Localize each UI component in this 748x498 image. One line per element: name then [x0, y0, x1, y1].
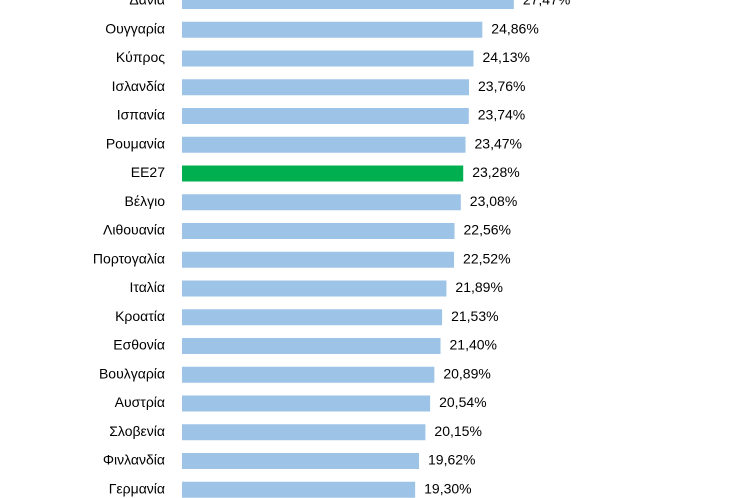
category-label: Ουγγαρία: [105, 20, 165, 36]
value-label: 24,86%: [491, 20, 538, 36]
bar: [182, 395, 431, 412]
category-label: ΕΕ27: [131, 164, 165, 180]
category-label: Ρουμανία: [106, 135, 165, 151]
bar: [182, 50, 474, 67]
category-label: Κύπρος: [116, 49, 165, 65]
category-label: Δανία: [129, 0, 165, 8]
value-label: 19,62%: [428, 452, 475, 468]
category-label: Ισλανδία: [112, 78, 165, 94]
category-label: Ισπανία: [117, 107, 165, 123]
value-label: 23,08%: [470, 193, 517, 209]
value-label: 21,89%: [455, 279, 502, 295]
category-label: Γερμανία: [109, 480, 165, 496]
bar: [182, 223, 455, 239]
value-label: 21,40%: [450, 337, 497, 353]
value-label: 23,28%: [472, 164, 519, 180]
bar: [182, 194, 461, 211]
value-label: 21,53%: [451, 308, 498, 324]
category-label: Ιταλία: [129, 279, 165, 295]
bar: [182, 453, 420, 469]
value-label: 19,30%: [424, 480, 471, 496]
bar: [182, 251, 455, 268]
category-label: Εσθονία: [113, 337, 165, 353]
bar: [182, 366, 435, 383]
bar: [182, 338, 441, 354]
category-label: Κροατία: [115, 308, 165, 324]
bar: [182, 0, 514, 9]
bar: [182, 165, 464, 182]
category-label: Βέλγιο: [125, 193, 166, 209]
value-label: 23,74%: [478, 107, 525, 123]
category-label: Σλοβενία: [109, 423, 165, 439]
category-label: Πορτογαλία: [93, 250, 165, 266]
bar: [182, 108, 469, 124]
bar: [182, 79, 470, 96]
bar: [182, 21, 483, 38]
category-label: Λιθουανία: [103, 222, 165, 238]
value-label: 20,15%: [434, 423, 481, 439]
category-label: Βουλγαρία: [99, 365, 165, 381]
bar: [182, 424, 426, 441]
bar: [182, 136, 466, 153]
value-label: 23,47%: [475, 135, 522, 151]
bar: [182, 280, 447, 297]
category-label: Αυστρία: [115, 394, 165, 410]
value-label: 27,47%: [523, 0, 570, 8]
value-label: 24,13%: [482, 49, 529, 65]
bar: [182, 481, 416, 498]
category-label: Φινλανδία: [103, 452, 165, 468]
value-label: 20,89%: [443, 365, 490, 381]
value-label: 20,54%: [439, 394, 486, 410]
value-label: 22,52%: [463, 250, 510, 266]
value-label: 22,56%: [464, 222, 511, 238]
bar: [182, 309, 443, 326]
value-label: 23,76%: [478, 78, 525, 94]
